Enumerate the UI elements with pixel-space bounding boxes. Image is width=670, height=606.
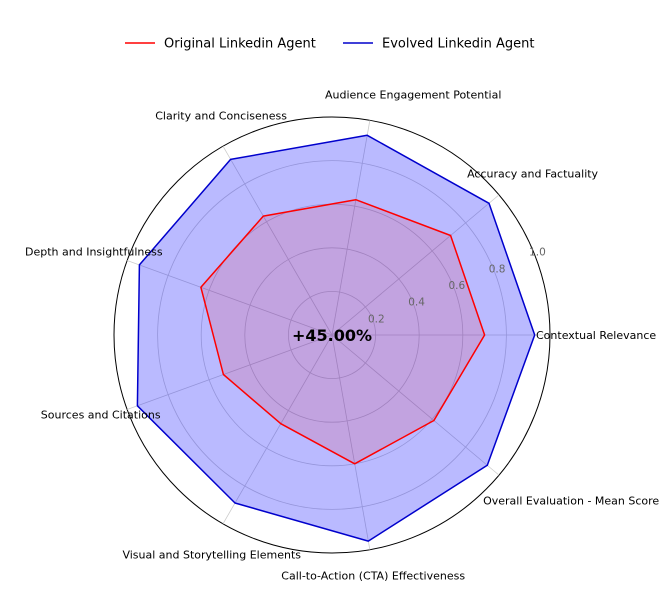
legend: Original Linkedin Agent Evolved Linkedin… <box>125 37 534 52</box>
legend-label-original: Original Linkedin Agent <box>164 37 316 52</box>
radar-series <box>136 134 536 542</box>
grid-spoke <box>222 334 333 524</box>
series-fill-1 <box>137 135 535 542</box>
radial-tick-label: 0.2 <box>368 313 385 325</box>
axis-label: Clarity and Conciseness <box>155 109 287 122</box>
axis-label: Audience Engagement Potential <box>325 88 501 101</box>
series-tint-0 <box>200 199 485 464</box>
axis-label: Sources and Citations <box>41 408 161 421</box>
center-annotation: +45.00% <box>292 326 372 345</box>
radial-tick-label: 0.4 <box>408 297 425 309</box>
grid-spoke <box>127 334 333 410</box>
series-line-1 <box>136 134 536 542</box>
grid-spoke <box>331 194 500 336</box>
axis-label: Contextual Relevance <box>536 329 656 342</box>
radial-ticks: 0.2 0.4 0.6 0.8 1.0 <box>368 247 546 326</box>
radial-tick-label: 0.8 <box>489 263 506 275</box>
grid-spoke <box>331 334 500 476</box>
grid-spoke <box>331 334 371 550</box>
axis-label: Accuracy and Factuality <box>467 168 598 181</box>
axis-label: Depth and Insightfulness <box>25 246 163 259</box>
axis-label: Visual and Storytelling Elements <box>122 549 301 562</box>
radial-tick-label: 1.0 <box>529 247 546 259</box>
series-line-0 <box>200 198 486 465</box>
axis-label: Call-to-Action (CTA) Effectiveness <box>281 570 465 583</box>
grid-spoke <box>222 146 333 336</box>
grid-spoke <box>331 120 371 336</box>
legend-label-evolved: Evolved Linkedin Agent <box>382 37 534 52</box>
axis-labels: Contextual Relevance Accuracy and Factual… <box>25 88 659 582</box>
axis-label: Overall Evaluation - Mean Score <box>483 494 659 507</box>
grid-spoke <box>127 260 333 336</box>
radial-tick-label: 0.6 <box>448 280 465 292</box>
